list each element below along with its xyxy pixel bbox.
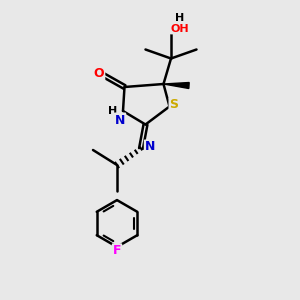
Text: N: N: [115, 113, 125, 127]
Text: S: S: [169, 98, 178, 112]
Text: H: H: [108, 106, 117, 116]
Text: N: N: [145, 140, 155, 154]
Text: H: H: [176, 13, 184, 23]
Text: OH: OH: [171, 23, 189, 34]
Polygon shape: [164, 82, 189, 88]
Text: O: O: [94, 67, 104, 80]
Text: F: F: [113, 244, 121, 257]
